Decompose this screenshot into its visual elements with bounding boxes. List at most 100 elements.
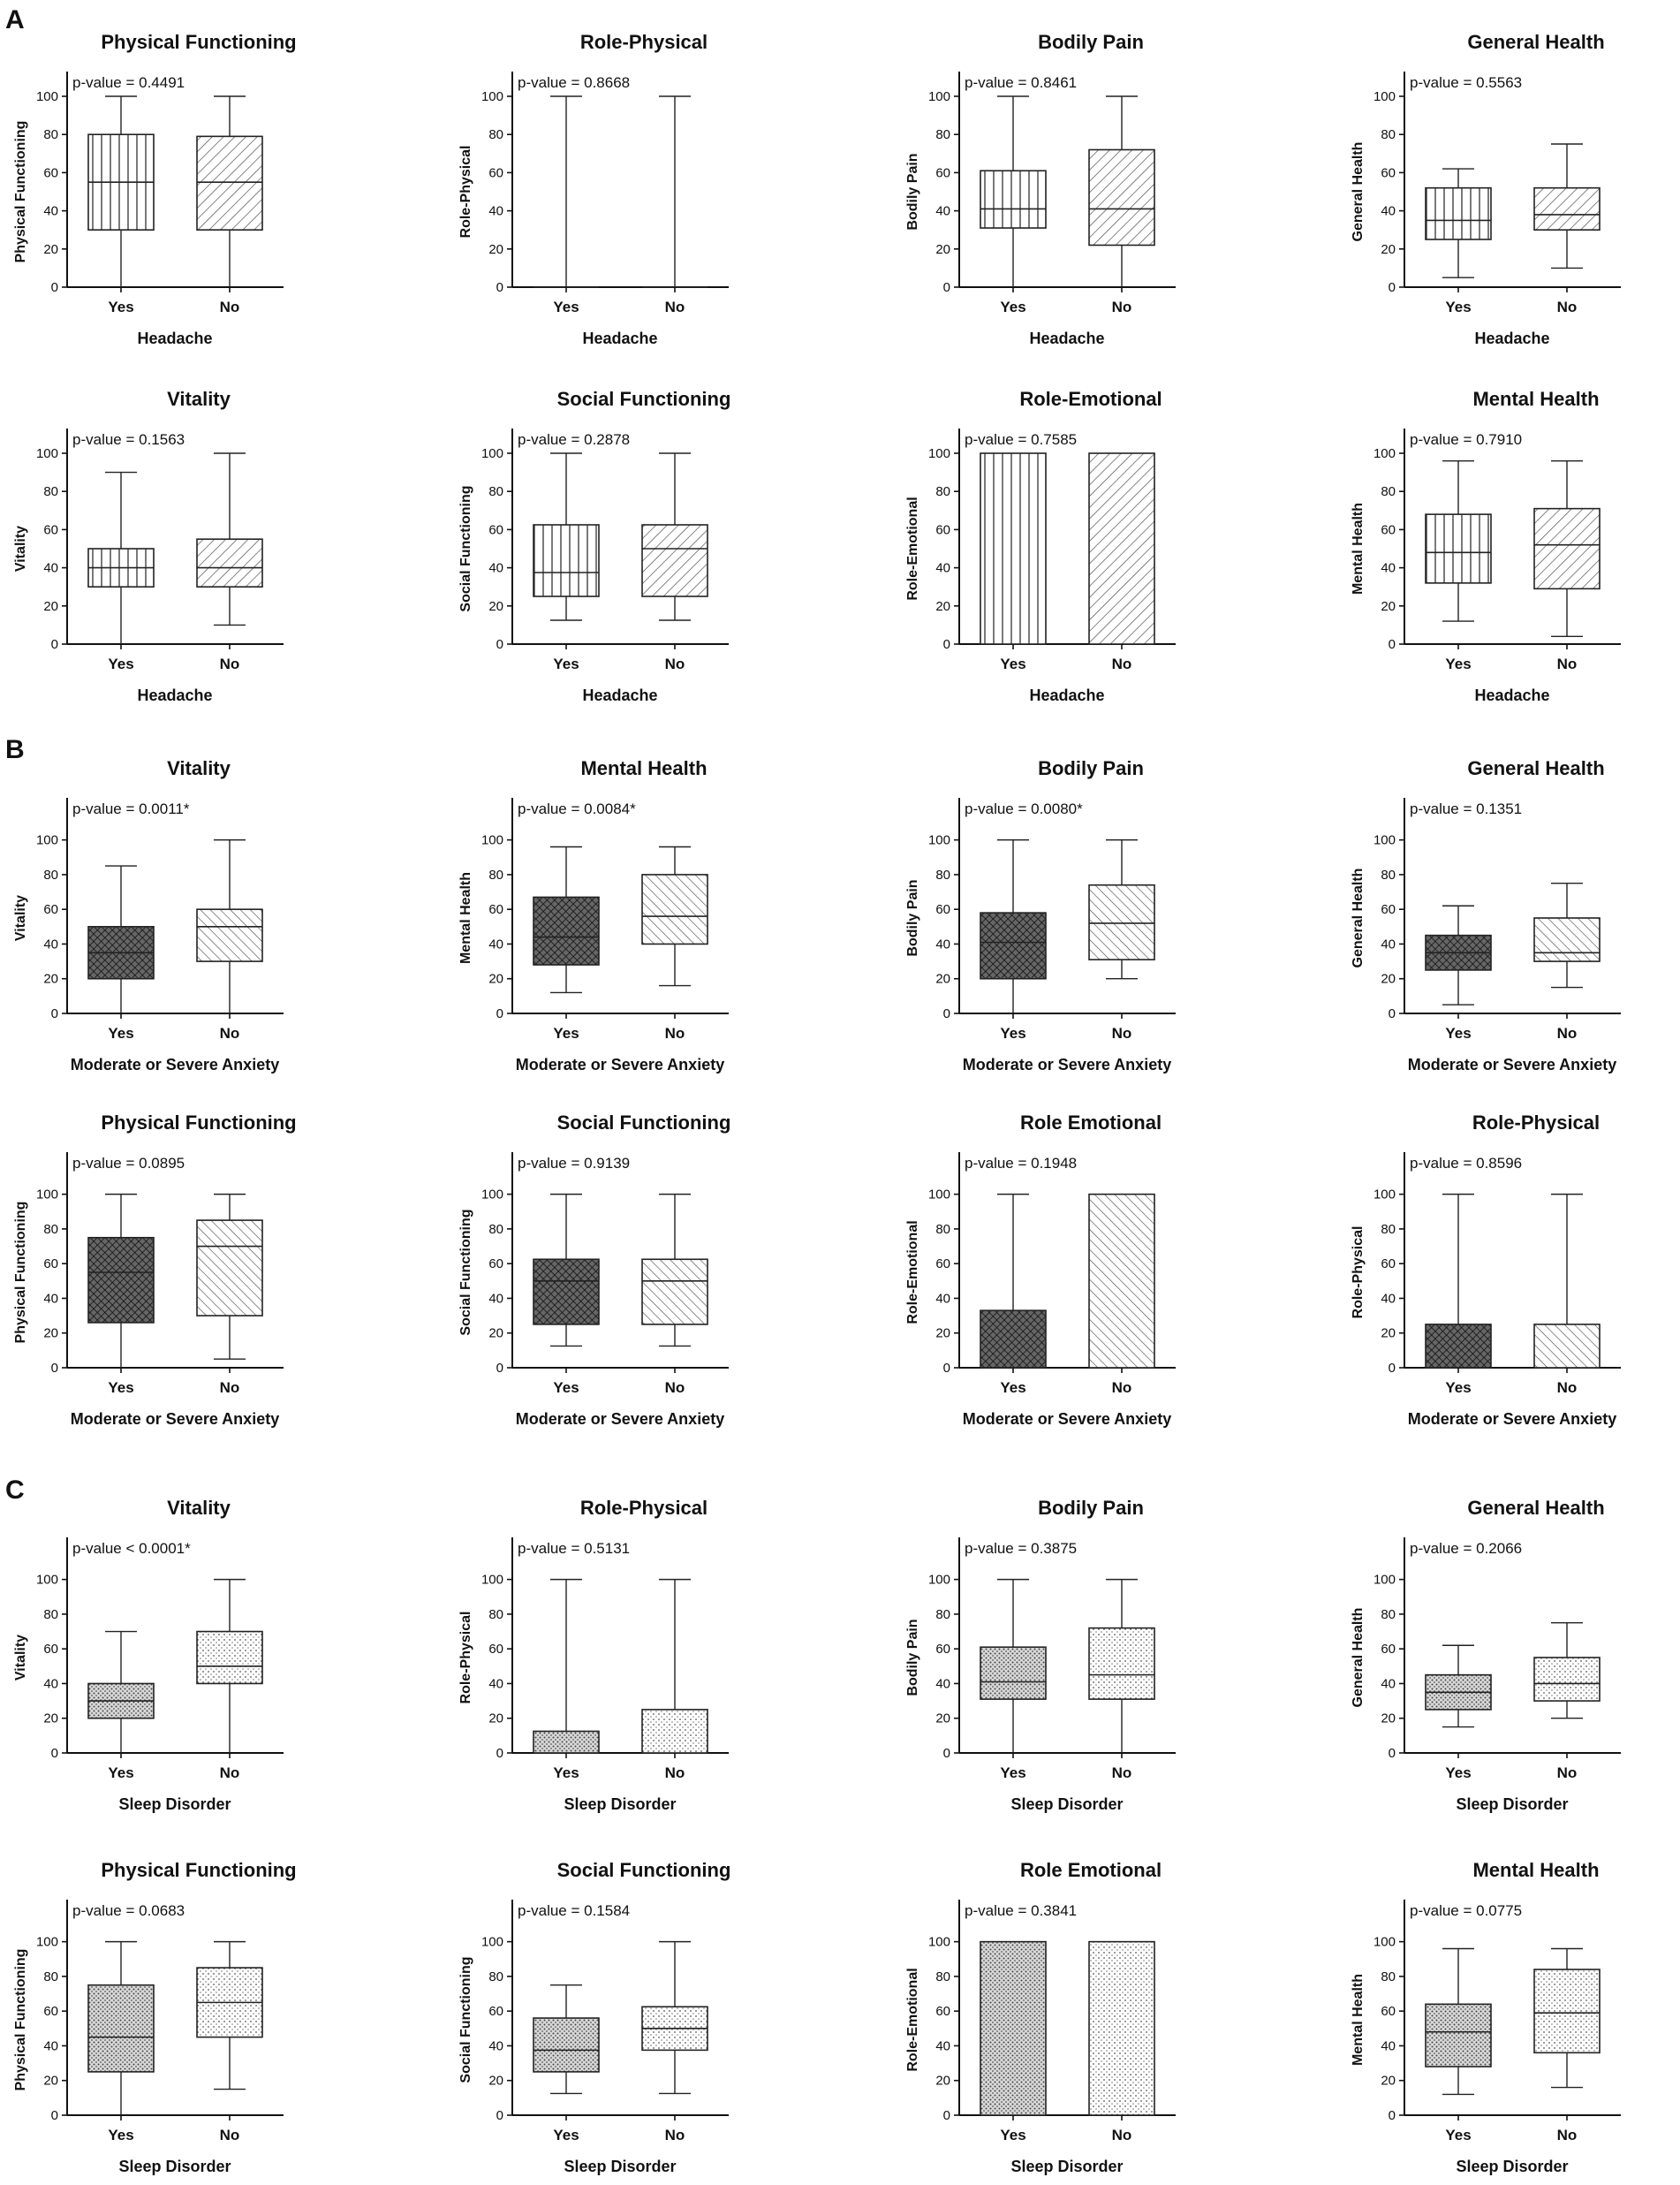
y-tick-label: 80 (1381, 127, 1396, 142)
iqr-box (533, 1730, 600, 1754)
chart-c-4: General Health p-value = 0.2066 0 20 40 60 80 1… (1351, 1497, 1621, 1813)
iqr-box (1533, 917, 1601, 962)
y-tick-label: 40 (935, 1676, 950, 1691)
y-tick-label: 60 (1381, 2004, 1396, 2019)
box-no (196, 1940, 263, 2090)
y-tick-label: 60 (43, 522, 58, 537)
y-tick-label: 20 (488, 242, 503, 257)
iqr-box (1533, 1657, 1601, 1702)
x-axis-label: Sleep Disorder (1456, 2158, 1568, 2175)
x-axis-label: Sleep Disorder (1010, 2158, 1123, 2175)
box-yes (533, 452, 600, 621)
y-axis-label: Vitality (13, 526, 28, 572)
chart-b-4: General Health p-value = 0.1351 0 20 40 60 80 1… (1351, 757, 1621, 1074)
y-tick-label: 20 (935, 242, 950, 257)
y-tick-label: 0 (51, 1746, 58, 1761)
y-tick-label: 40 (488, 937, 503, 952)
y-tick-label: 40 (488, 2038, 503, 2053)
y-tick-label: 20 (43, 1711, 58, 1726)
y-axis-label: Mental Health (458, 872, 473, 964)
category-label: Yes (1445, 1764, 1471, 1781)
iqr-box (1088, 1940, 1155, 2116)
panel-letter-b: B (5, 735, 25, 764)
category-label: No (1112, 1764, 1132, 1781)
chart-title: Bodily Pain (1038, 1497, 1144, 1519)
iqr-box (1088, 1627, 1155, 1700)
category-label: Yes (1445, 1379, 1471, 1396)
category-label: No (1557, 656, 1578, 672)
chart-title: Bodily Pain (1038, 31, 1144, 53)
category-label: No (220, 2127, 240, 2143)
y-tick-label: 0 (496, 2108, 503, 2123)
x-axis-label: Sleep Disorder (1456, 1795, 1568, 1813)
y-tick-label: 0 (943, 637, 950, 652)
p-value-label: p-value = 0.2066 (1410, 1540, 1522, 1557)
box-no (1533, 883, 1601, 989)
category-label: No (1112, 2127, 1132, 2143)
y-tick-label: 20 (1381, 599, 1396, 614)
p-value-label: p-value = 0.7910 (1410, 431, 1522, 448)
y-axis-label: Physical Functioning (13, 1202, 28, 1344)
y-tick-label: 40 (935, 2038, 950, 2053)
y-tick-label: 100 (36, 1187, 58, 1203)
y-tick-label: 60 (43, 2004, 58, 2019)
x-axis-label: Headache (582, 330, 657, 347)
p-value-label: p-value = 0.9139 (518, 1155, 630, 1172)
chart-title: Role-Physical (1472, 1111, 1600, 1134)
chart-a-7: Role-Emotional p-value = 0.7585 0 20 40 60 80 1… (905, 388, 1176, 704)
y-tick-label: 0 (51, 1006, 58, 1021)
y-tick-label: 80 (43, 868, 58, 883)
y-axis-label: Role-Physical (458, 1612, 473, 1704)
y-tick-label: 100 (481, 833, 503, 848)
box-no (1533, 1947, 1601, 2089)
y-tick-label: 20 (1381, 242, 1396, 257)
iqr-box (980, 170, 1047, 229)
y-tick-label: 100 (928, 1573, 950, 1588)
category-label: Yes (1000, 2127, 1025, 2143)
box-no (1088, 1578, 1155, 1753)
chart-a-5: Vitality p-value = 0.1563 0 20 40 60 80 100 Vita… (13, 388, 284, 704)
y-axis-label: Role-Physical (458, 146, 473, 239)
x-axis-label: Sleep Disorder (118, 2158, 231, 2175)
y-tick-label: 100 (928, 833, 950, 848)
y-tick-label: 40 (935, 204, 950, 219)
p-value-label: p-value = 0.5563 (1410, 74, 1522, 91)
p-value-label: p-value = 0.0683 (72, 1902, 185, 1919)
p-value-label: p-value = 0.3875 (965, 1540, 1077, 1557)
y-tick-label: 100 (481, 1187, 503, 1203)
category-label: No (1557, 1764, 1578, 1781)
y-axis-label: Physical Functioning (13, 1949, 28, 2091)
box-yes (1425, 1947, 1492, 2096)
box-no (196, 452, 263, 626)
chart-b-1: Vitality p-value = 0.0011* 0 20 40 60 80 100 Vit… (13, 757, 284, 1074)
chart-a-4: General Health p-value = 0.5563 0 20 40 60 80 1… (1351, 31, 1621, 347)
y-tick-label: 40 (1381, 561, 1396, 576)
category-label: Yes (1445, 656, 1471, 672)
y-axis-label: Bodily Pain (905, 1619, 920, 1696)
chart-title: Social Functioning (557, 1859, 731, 1881)
box-yes (87, 1940, 155, 2115)
y-tick-label: 20 (1381, 972, 1396, 987)
category-label: No (1557, 1025, 1578, 1042)
y-axis-label: Vitality (13, 895, 28, 941)
chart-title: Mental Health (1472, 388, 1599, 410)
p-value-label: p-value = 0.1563 (72, 431, 185, 448)
iqr-box (641, 524, 708, 597)
y-tick-label: 100 (481, 1935, 503, 1950)
box-no (1088, 1193, 1155, 1369)
y-tick-label: 40 (43, 937, 58, 952)
iqr-box (980, 1309, 1047, 1369)
box-no (1088, 1940, 1155, 2116)
y-tick-label: 40 (1381, 1291, 1396, 1306)
chart-b-3: Bodily Pain p-value = 0.0080* 0 20 40 60 80 100… (905, 757, 1176, 1074)
category-label: No (1557, 2127, 1578, 2143)
box-yes (87, 1630, 155, 1753)
y-tick-label: 100 (1374, 1935, 1396, 1950)
chart-a-3: Bodily Pain p-value = 0.8461 0 20 40 60 80 100 B… (905, 31, 1176, 347)
chart-a-1: Physical Functioning p-value = 0.4491 0 20 4… (13, 31, 297, 347)
y-tick-label: 0 (496, 637, 503, 652)
y-tick-label: 0 (1389, 1361, 1396, 1376)
y-tick-label: 80 (488, 1607, 503, 1622)
chart-b-8: Role-Physical p-value = 0.8596 0 20 40 60 80 10… (1351, 1111, 1621, 1428)
chart-b-2: Mental Health p-value = 0.0084* 0 20 40 60 80 1… (458, 757, 729, 1074)
